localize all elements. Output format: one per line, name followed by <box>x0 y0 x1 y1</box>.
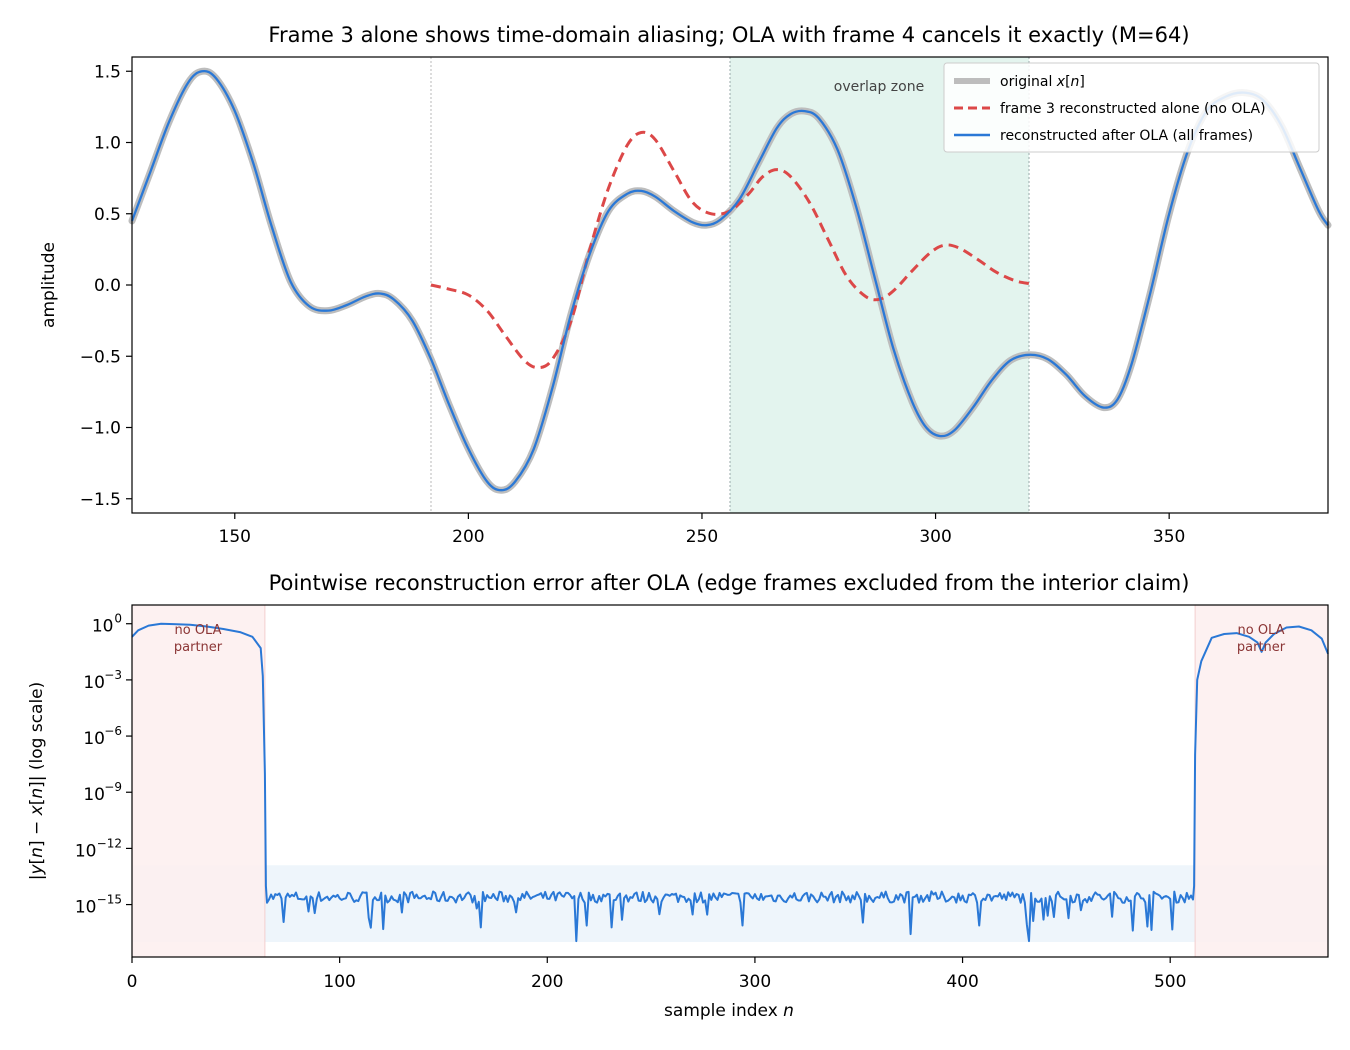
machine-epsilon-band <box>132 865 1328 943</box>
bottom-x-tick-label: 500 <box>1154 972 1186 992</box>
edge-label-line1: no OLA <box>175 623 222 638</box>
edge-region-shading <box>132 605 265 957</box>
top-y-tick-label: 0.5 <box>94 205 121 225</box>
bottom-chart-title: Pointwise reconstruction error after OLA… <box>269 571 1190 595</box>
top-y-axis-label: amplitude <box>39 242 59 328</box>
bottom-y-tick-label: 10 <box>83 673 105 693</box>
top-plot-background <box>430 57 1030 513</box>
edge-label-line2: partner <box>174 640 223 655</box>
bottom-y-tick-exponent: −15 <box>97 893 122 907</box>
top-x-tick-label: 350 <box>1153 527 1185 547</box>
bottom-plot-background <box>131 605 1329 957</box>
top-x-tick-label: 200 <box>452 527 484 547</box>
series-line-ola <box>130 69 1329 492</box>
bottom-y-tick-exponent: −3 <box>104 668 122 682</box>
top-x-tick-label: 250 <box>686 527 718 547</box>
bottom-y-tick-label: 10 <box>83 785 105 805</box>
top-y-tick-label: −0.5 <box>80 347 121 367</box>
bottom-x-tick-label: 400 <box>946 972 978 992</box>
legend-label-frame3: frame 3 reconstructed alone (no OLA) <box>1000 101 1266 117</box>
bottom-x-axis-label: sample index n <box>664 1001 794 1021</box>
bottom-x-tick-label: 300 <box>739 972 771 992</box>
bottom-series-layer <box>131 622 1329 943</box>
top-y-tick-label: 0.0 <box>94 276 121 296</box>
bottom-plot-frame <box>131 604 1329 958</box>
top-axis-ticks: 150 200 250 300 350 −1.5 −1.0 −0.5 0.0 0.5 1.0 1.5 <box>80 62 1186 547</box>
bottom-y-tick-exponent: −12 <box>97 836 122 850</box>
edge-label-line2: partner <box>1237 640 1286 655</box>
top-y-tick-label: 1.5 <box>94 62 121 82</box>
edge-region-labels: no OLA partner no OLA partner <box>174 623 1286 655</box>
bottom-x-tick-label: 0 <box>127 972 138 992</box>
legend-label-original: original x[n] <box>1000 74 1085 90</box>
bottom-x-tick-label: 200 <box>531 972 563 992</box>
top-panel: Frame 3 alone shows time-domain aliasing… <box>39 23 1332 547</box>
top-y-tick-label: 1.0 <box>94 134 121 154</box>
edge-label-line1: no OLA <box>1238 623 1285 638</box>
bottom-y-tick-exponent: 0 <box>114 612 122 626</box>
bottom-x-tick-label: 100 <box>323 972 355 992</box>
top-y-tick-label: −1.5 <box>80 490 121 510</box>
top-chart-title: Frame 3 alone shows time-domain aliasing… <box>268 23 1189 47</box>
legend: original x[n] frame 3 reconstructed alon… <box>943 62 1320 153</box>
bottom-y-tick-label: 10 <box>75 841 97 861</box>
bottom-y-axis-label: |y[n] − x[n]| (log scale) <box>27 682 47 881</box>
legend-box <box>943 62 1320 153</box>
legend-label-ola: reconstructed after OLA (all frames) <box>1000 128 1253 144</box>
series-line-error <box>131 622 1329 943</box>
bottom-y-tick-label: 10 <box>92 617 114 637</box>
top-x-tick-label: 300 <box>919 527 951 547</box>
bottom-y-tick-label: 10 <box>83 729 105 749</box>
edge-region-shading <box>1195 605 1328 957</box>
top-series-layer <box>128 67 1332 494</box>
bottom-panel: Pointwise reconstruction error after OLA… <box>27 571 1329 1021</box>
bottom-y-tick-exponent: −6 <box>104 724 122 738</box>
bottom-y-tick-exponent: −9 <box>104 780 122 794</box>
series-line-frame3 <box>430 130 1030 370</box>
top-x-tick-label: 150 <box>219 527 251 547</box>
top-y-tick-label: −1.0 <box>80 419 121 439</box>
bottom-y-tick-label: 10 <box>75 898 97 918</box>
overlap-zone-label: overlap zone <box>834 79 924 95</box>
bottom-axis-ticks: 0 100 200 300 400 500010−310−610−910−1210−151… <box>75 612 1187 992</box>
